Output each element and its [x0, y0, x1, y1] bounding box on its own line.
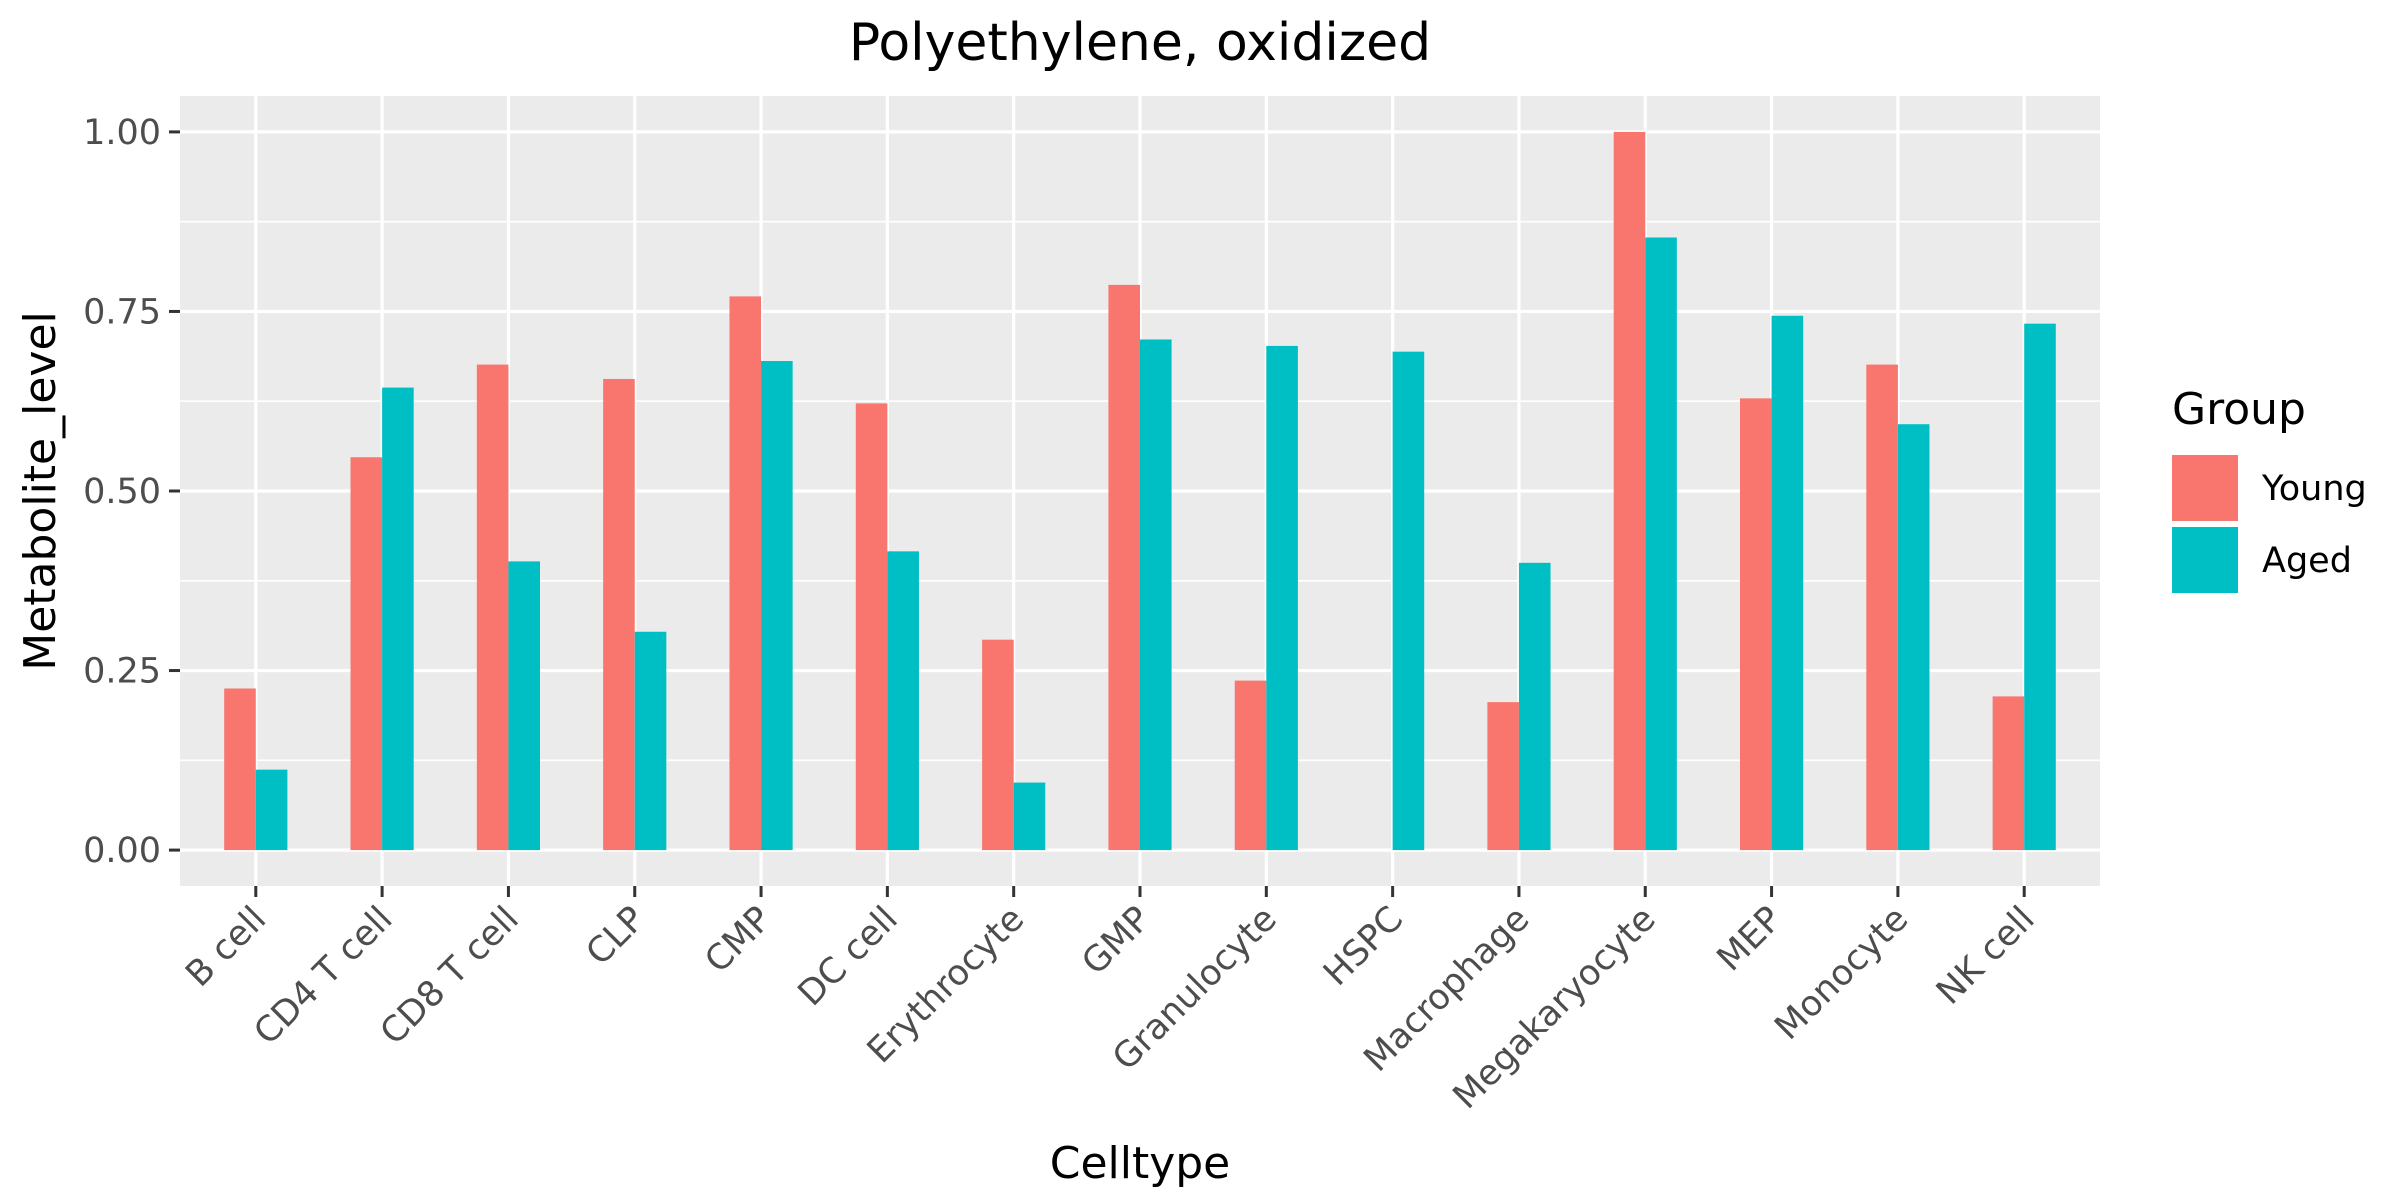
bar-aged-nk-cell	[2024, 323, 2056, 851]
bar-young-dc-cell	[855, 403, 888, 851]
bar-aged-cd4-t-cell	[382, 387, 414, 851]
bar-aged-dc-cell	[887, 551, 919, 851]
bar-aged-b-cell	[255, 769, 288, 851]
bar-young-b-cell	[224, 688, 256, 851]
y-tick-label: 0.00	[83, 831, 161, 871]
bar-young-megakaryocyte	[1613, 131, 1646, 851]
bar-young-cmp	[729, 296, 762, 851]
bar-young-cd8-t-cell	[476, 364, 509, 851]
bar-aged-cmp	[761, 361, 793, 851]
bar-young-gmp	[1108, 284, 1140, 851]
y-tick-label: 0.75	[83, 292, 161, 332]
bar-young-erythrocyte	[982, 639, 1014, 851]
y-tick-label: 1.00	[83, 113, 161, 153]
chart-title: Polyethylene, oxidized	[849, 13, 1431, 73]
bar-young-cd4-t-cell	[350, 457, 383, 851]
legend-key-young	[2172, 455, 2238, 521]
bar-young-nk-cell	[1992, 696, 2025, 851]
legend: Group Young Aged	[2172, 384, 2367, 593]
bar-aged-gmp	[1140, 339, 1172, 851]
legend-title: Group	[2172, 384, 2306, 435]
bars	[224, 131, 2056, 851]
bar-aged-macrophage	[1518, 562, 1551, 851]
bar-aged-granulocyte	[1266, 345, 1298, 851]
x-axis-title: Celltype	[1050, 1138, 1231, 1189]
bar-young-macrophage	[1487, 702, 1519, 851]
bar-young-granulocyte	[1234, 680, 1267, 851]
bar-aged-erythrocyte	[1013, 782, 1046, 851]
bar-young-clp	[603, 378, 635, 851]
bar-young-mep	[1740, 398, 1772, 851]
legend-key-aged	[2172, 527, 2238, 593]
y-axis-title: Metabolite_level	[15, 311, 66, 671]
bar-young-monocyte	[1866, 364, 1898, 851]
legend-label-aged: Aged	[2262, 541, 2352, 581]
bar-aged-megakaryocyte	[1645, 237, 1677, 851]
bar-aged-mep	[1771, 315, 1804, 851]
bar-aged-cd8-t-cell	[508, 561, 540, 851]
y-tick-label: 0.50	[83, 472, 161, 512]
legend-label-young: Young	[2261, 469, 2367, 509]
y-tick-label: 0.25	[83, 652, 161, 692]
bar-aged-clp	[634, 631, 667, 851]
bar-aged-monocyte	[1897, 424, 1930, 851]
bar-aged-hspc	[1392, 351, 1425, 851]
